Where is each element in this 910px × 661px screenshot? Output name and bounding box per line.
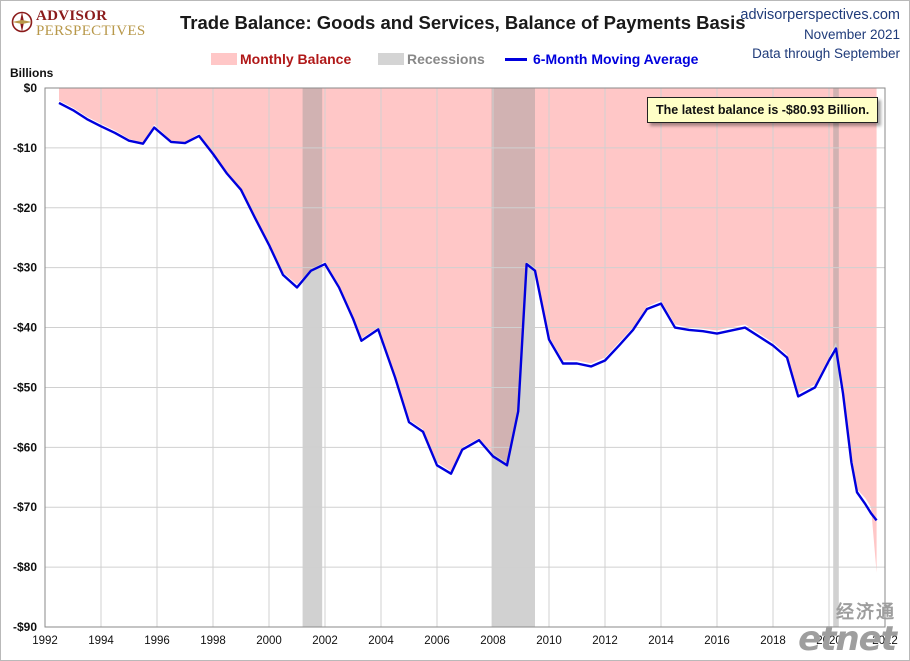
y-tick-label: -$90 [13,620,37,634]
watermark-chinese: 经济通 [836,602,896,623]
publication-date: November 2021 [803,27,900,42]
recession-band-1 [302,88,323,627]
logo-line-2: PERSPECTIVES [36,23,146,39]
legend-recessions: Recessions [378,50,485,68]
legend-label-recessions: Recessions [407,51,485,67]
x-tick-label: 2020 [816,635,842,647]
y-tick-label: -$70 [13,500,37,514]
y-tick-label: -$50 [13,380,37,394]
x-tick-label: 2006 [424,635,450,647]
legend-swatch-recessions [378,53,404,65]
source-info: advisorperspectives.com November 2021 Da… [740,6,900,63]
x-tick-label: 1996 [144,635,170,647]
y-tick-label: -$60 [13,440,37,454]
y-axis-label: Billions [10,66,54,80]
x-tick-label: 1992 [32,635,58,647]
legend-monthly-balance: Monthly Balance [211,50,351,68]
y-tick-label: $0 [24,81,38,95]
latest-balance-callout: The latest balance is -$80.93 Billion. [647,97,879,123]
recession-band-3 [833,88,839,627]
x-tick-label: 2016 [704,635,730,647]
x-tick-label: 2010 [536,635,562,647]
x-tick-label: 2000 [256,635,282,647]
x-tick-label: 2018 [760,635,786,647]
logo-line-1: ADVISOR [36,8,108,24]
recession-band-2 [491,88,535,627]
etnet-watermark: 经济通 etnet [798,602,897,659]
x-tick-label: 2004 [368,635,394,647]
x-tick-label: 1998 [200,635,226,647]
compass-icon [11,11,33,33]
x-tick-label: 2008 [480,635,506,647]
y-tick-label: -$10 [13,141,37,155]
y-tick-label: -$20 [13,201,37,215]
monthly-balance-area [59,88,877,573]
x-tick-label: 2012 [592,635,618,647]
data-coverage: Data through September [752,46,900,61]
x-tick-label: 2014 [648,635,674,647]
legend-label-monthly-balance: Monthly Balance [240,51,352,67]
x-tick-label: 2002 [312,635,338,647]
legend-swatch-moving-average [505,57,527,61]
source-site: advisorperspectives.com [740,7,900,23]
legend-label-moving-average: 6-Month Moving Average [533,51,699,67]
x-tick-label: 1994 [88,635,114,647]
y-tick-label: -$30 [13,261,37,275]
legend-swatch-monthly-balance [211,53,237,65]
chart-title: Trade Balance: Goods and Services, Balan… [180,12,746,33]
moving-average-line [58,101,878,522]
watermark-english: etnet [798,619,897,659]
y-tick-label: -$80 [13,560,37,574]
y-tick-label: -$40 [13,321,37,335]
x-tick-label: 2022 [872,635,898,647]
plot-border [44,87,886,628]
legend-moving-average: 6-Month Moving Average [505,50,698,68]
